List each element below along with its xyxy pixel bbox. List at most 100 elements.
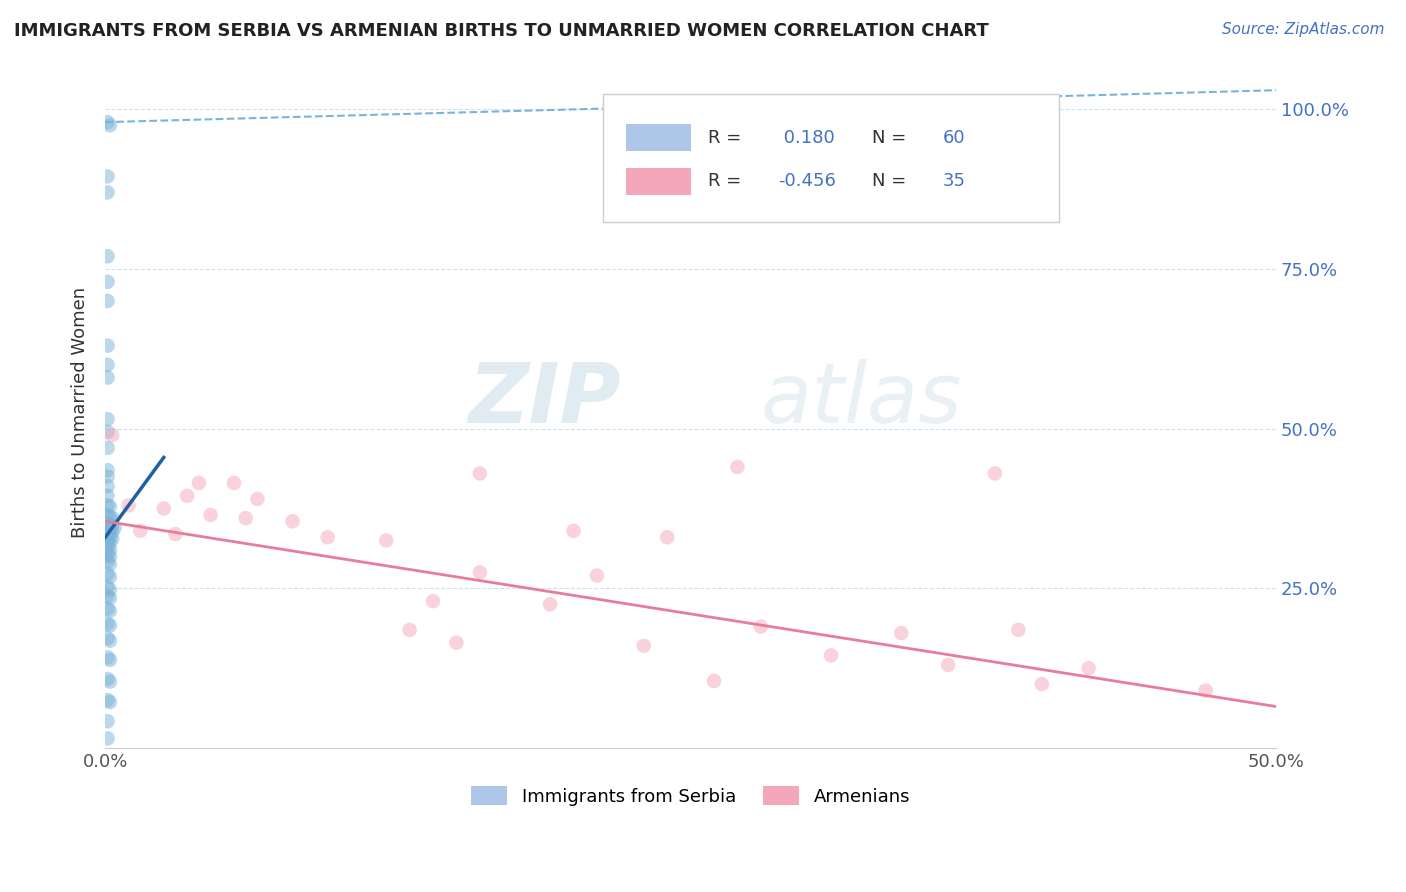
Legend: Immigrants from Serbia, Armenians: Immigrants from Serbia, Armenians [464, 779, 917, 813]
Point [98, 517, 121, 532]
Point [96, 275, 118, 289]
Point [96, 523, 118, 537]
FancyBboxPatch shape [626, 168, 690, 194]
Point [398, 623, 420, 637]
Point [96, 535, 118, 549]
Point [98, 633, 121, 648]
Point [98, 674, 121, 689]
Point [749, 620, 772, 634]
Text: atlas: atlas [761, 359, 963, 440]
Point [129, 524, 152, 538]
Y-axis label: Births to Unmarried Women: Births to Unmarried Women [72, 287, 89, 538]
Point [820, 648, 842, 663]
Text: 60: 60 [942, 128, 965, 147]
Text: N =: N = [872, 172, 912, 190]
Point [96, 499, 118, 513]
Point [98, 543, 121, 558]
Point [101, 532, 124, 546]
Point [725, 460, 748, 475]
Point [562, 524, 585, 538]
Point [96, 425, 118, 439]
Point [96, 339, 118, 353]
Point [176, 489, 198, 503]
Point [1077, 661, 1099, 675]
Point [117, 499, 139, 513]
Point [98, 524, 121, 538]
Point [98, 695, 121, 709]
Point [468, 566, 491, 580]
Point [96, 731, 118, 746]
Point [246, 491, 269, 506]
Point [103, 521, 125, 535]
Point [96, 548, 118, 562]
Point [152, 501, 174, 516]
Text: IMMIGRANTS FROM SERBIA VS ARMENIAN BIRTHS TO UNMARRIED WOMEN CORRELATION CHART: IMMIGRANTS FROM SERBIA VS ARMENIAN BIRTH… [14, 22, 988, 40]
Point [281, 514, 304, 528]
FancyBboxPatch shape [626, 124, 690, 152]
Point [96, 463, 118, 477]
Point [984, 467, 1007, 481]
Point [98, 549, 121, 564]
Point [98, 509, 121, 524]
Text: R =: R = [709, 128, 747, 147]
Point [96, 186, 118, 200]
Point [375, 533, 398, 548]
Point [96, 489, 118, 503]
FancyBboxPatch shape [603, 95, 1059, 221]
Point [936, 658, 959, 673]
Point [96, 293, 118, 308]
Point [96, 541, 118, 556]
Point [633, 639, 655, 653]
Point [101, 511, 124, 525]
Point [96, 516, 118, 531]
Point [235, 511, 257, 525]
Text: ZIP: ZIP [468, 359, 620, 440]
Point [98, 536, 121, 550]
Point [98, 604, 121, 618]
Point [98, 530, 121, 544]
Point [96, 714, 118, 729]
Point [96, 631, 118, 645]
Point [96, 567, 118, 582]
Point [101, 525, 124, 540]
Point [98, 570, 121, 584]
Point [96, 508, 118, 522]
Text: N =: N = [872, 128, 912, 147]
Point [96, 441, 118, 455]
Point [468, 467, 491, 481]
Point [98, 500, 121, 514]
Point [446, 635, 468, 649]
Point [98, 557, 121, 571]
Point [96, 370, 118, 384]
Point [96, 358, 118, 372]
Point [586, 568, 609, 582]
Point [96, 602, 118, 616]
Point [96, 580, 118, 594]
Point [165, 527, 187, 541]
Text: 0.180: 0.180 [779, 128, 835, 147]
Point [200, 508, 222, 522]
Point [96, 693, 118, 707]
Point [96, 529, 118, 543]
Point [98, 653, 121, 667]
Point [96, 169, 118, 184]
Point [890, 626, 912, 640]
Point [96, 115, 118, 129]
Point [96, 672, 118, 686]
Point [1031, 677, 1053, 691]
Point [98, 618, 121, 632]
Point [98, 591, 121, 605]
Point [222, 475, 245, 490]
Point [657, 530, 679, 544]
Point [98, 582, 121, 597]
Point [96, 650, 118, 665]
Point [96, 249, 118, 263]
Point [96, 412, 118, 426]
Point [1007, 623, 1029, 637]
Point [96, 589, 118, 603]
Text: Source: ZipAtlas.com: Source: ZipAtlas.com [1222, 22, 1385, 37]
Point [187, 475, 209, 490]
Point [96, 555, 118, 569]
Text: R =: R = [709, 172, 747, 190]
Point [703, 673, 725, 688]
